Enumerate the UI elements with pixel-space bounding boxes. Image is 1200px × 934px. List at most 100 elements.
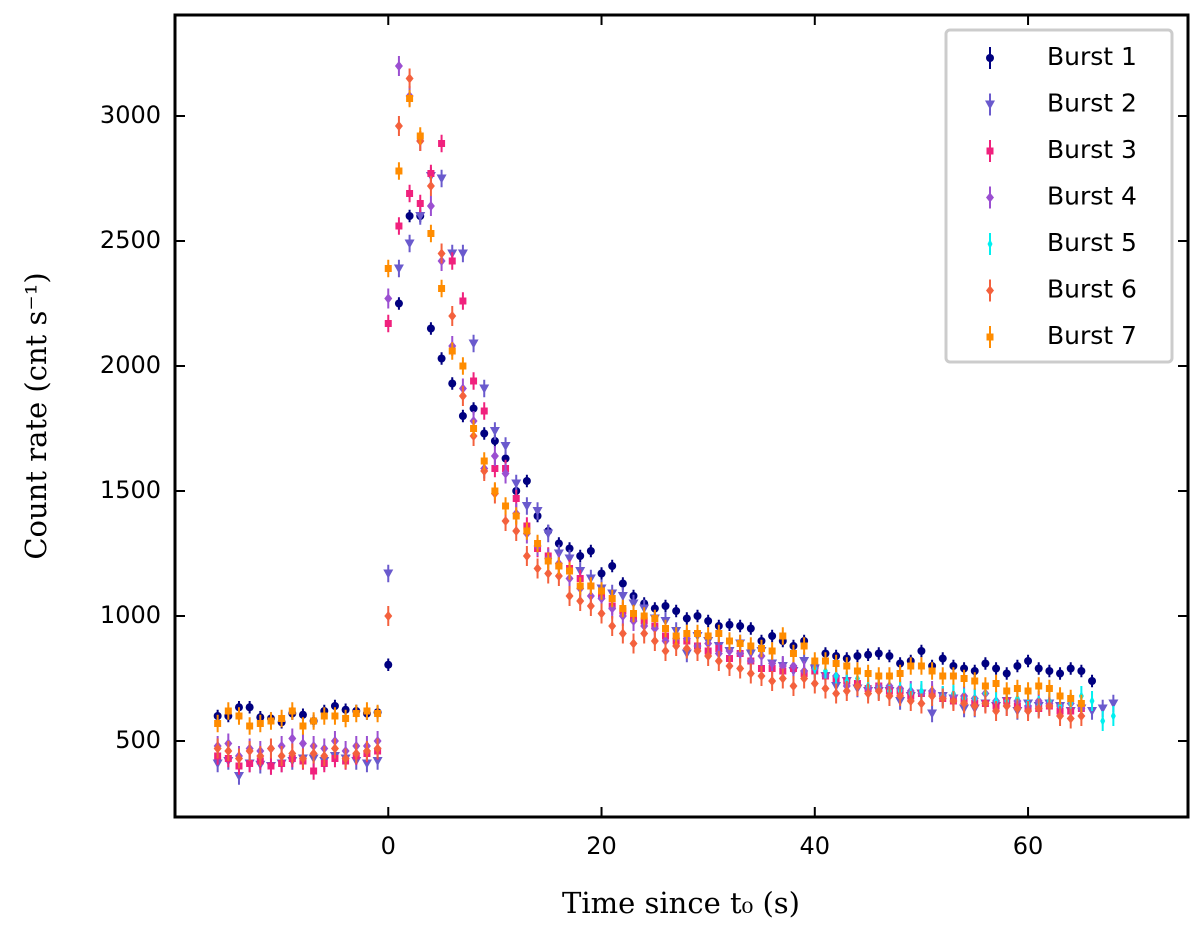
marker xyxy=(981,698,990,709)
marker xyxy=(352,748,361,759)
marker xyxy=(736,622,745,630)
y-tick-label: 3000 xyxy=(100,101,161,129)
marker xyxy=(917,698,926,709)
marker xyxy=(906,696,915,706)
marker xyxy=(725,637,733,645)
marker xyxy=(362,746,371,756)
y-axis-label: Count rate (cnt s⁻¹) xyxy=(19,272,53,559)
marker xyxy=(981,659,990,668)
marker xyxy=(650,604,659,613)
marker xyxy=(736,640,744,647)
marker xyxy=(704,632,712,640)
marker xyxy=(650,623,659,634)
marker xyxy=(479,384,490,394)
x-tick-label: 0 xyxy=(381,832,396,860)
marker xyxy=(853,652,862,660)
marker xyxy=(555,562,563,570)
marker xyxy=(617,592,628,601)
marker xyxy=(672,607,681,615)
marker xyxy=(523,527,531,535)
marker xyxy=(406,95,414,102)
marker xyxy=(491,487,499,495)
x-axis-label: Time since t₀ (s) xyxy=(562,886,800,920)
marker xyxy=(864,670,872,677)
marker xyxy=(448,257,456,265)
marker xyxy=(821,657,829,665)
marker xyxy=(565,591,574,601)
marker xyxy=(789,681,798,691)
marker xyxy=(512,495,520,502)
marker xyxy=(1077,711,1086,721)
x-tick-label: 60 xyxy=(1013,832,1044,860)
marker xyxy=(746,656,755,666)
marker xyxy=(246,722,254,730)
marker xyxy=(372,757,383,766)
marker xyxy=(885,672,893,680)
marker xyxy=(330,702,339,710)
marker xyxy=(480,466,489,476)
marker xyxy=(533,563,542,574)
marker xyxy=(491,465,499,472)
marker xyxy=(521,502,532,511)
marker xyxy=(960,664,969,673)
marker xyxy=(299,722,307,730)
marker xyxy=(361,759,372,769)
marker xyxy=(427,230,435,237)
plot-frame xyxy=(173,13,1190,819)
marker xyxy=(725,646,734,656)
marker xyxy=(458,412,467,420)
marker xyxy=(512,512,520,520)
marker xyxy=(470,377,478,385)
marker xyxy=(971,677,979,685)
marker xyxy=(1035,682,1043,690)
marker xyxy=(949,672,957,680)
marker xyxy=(907,662,915,670)
marker xyxy=(618,579,627,588)
marker xyxy=(917,662,925,670)
marker xyxy=(1024,657,1033,665)
marker xyxy=(224,746,233,756)
marker xyxy=(1087,707,1098,716)
marker xyxy=(1045,685,1053,692)
legend: Burst 1 Burst 2 Burst 3 Burst 4 Burst 5 Burst… xyxy=(944,28,1174,364)
legend-label: Burst 3 xyxy=(1047,135,1137,164)
marker xyxy=(415,212,426,221)
marker xyxy=(682,614,691,623)
marker xyxy=(448,347,456,355)
marker xyxy=(395,222,403,230)
marker xyxy=(1002,669,1011,678)
marker xyxy=(448,311,457,321)
marker xyxy=(992,680,1000,687)
marker xyxy=(822,666,828,676)
marker xyxy=(416,200,424,207)
marker xyxy=(597,608,606,619)
marker xyxy=(213,743,222,754)
marker xyxy=(394,299,403,308)
y-tick-label: 2000 xyxy=(100,351,161,379)
marker xyxy=(522,551,531,561)
marker xyxy=(970,701,979,711)
marker xyxy=(714,656,723,666)
marker xyxy=(1002,701,1011,711)
marker xyxy=(811,657,819,665)
marker xyxy=(853,681,862,691)
marker xyxy=(288,707,296,715)
marker xyxy=(981,682,989,690)
marker xyxy=(448,379,457,388)
marker xyxy=(1077,667,1086,675)
marker xyxy=(960,698,969,709)
marker xyxy=(778,661,787,671)
marker xyxy=(394,121,403,131)
marker xyxy=(746,624,755,633)
marker xyxy=(651,615,659,622)
marker xyxy=(544,568,553,579)
marker xyxy=(437,248,446,259)
marker xyxy=(672,632,680,640)
marker xyxy=(896,670,904,677)
x-tick-label: 20 xyxy=(586,832,617,860)
marker xyxy=(662,625,670,632)
marker xyxy=(842,686,851,696)
marker xyxy=(587,582,595,590)
marker xyxy=(1013,703,1022,714)
